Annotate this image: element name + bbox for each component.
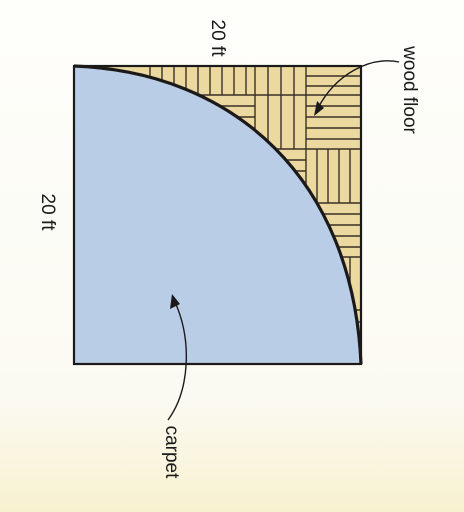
- wood-floor-pointer: [317, 60, 400, 109]
- carpet-arrowhead-icon: [170, 294, 180, 309]
- room-outline: [72, 64, 363, 366]
- carpet-region: [74, 66, 361, 364]
- top-side-label: 20 ft: [207, 20, 228, 58]
- wood-floor-label: wood floor: [399, 45, 420, 134]
- wood-floor-arrowhead-icon: [314, 101, 324, 116]
- left-side-label: 20 ft: [37, 194, 58, 232]
- carpet-pointer: [167, 301, 187, 421]
- carpet-arc: [73, 64, 363, 365]
- carpet-label: carpet: [161, 426, 182, 480]
